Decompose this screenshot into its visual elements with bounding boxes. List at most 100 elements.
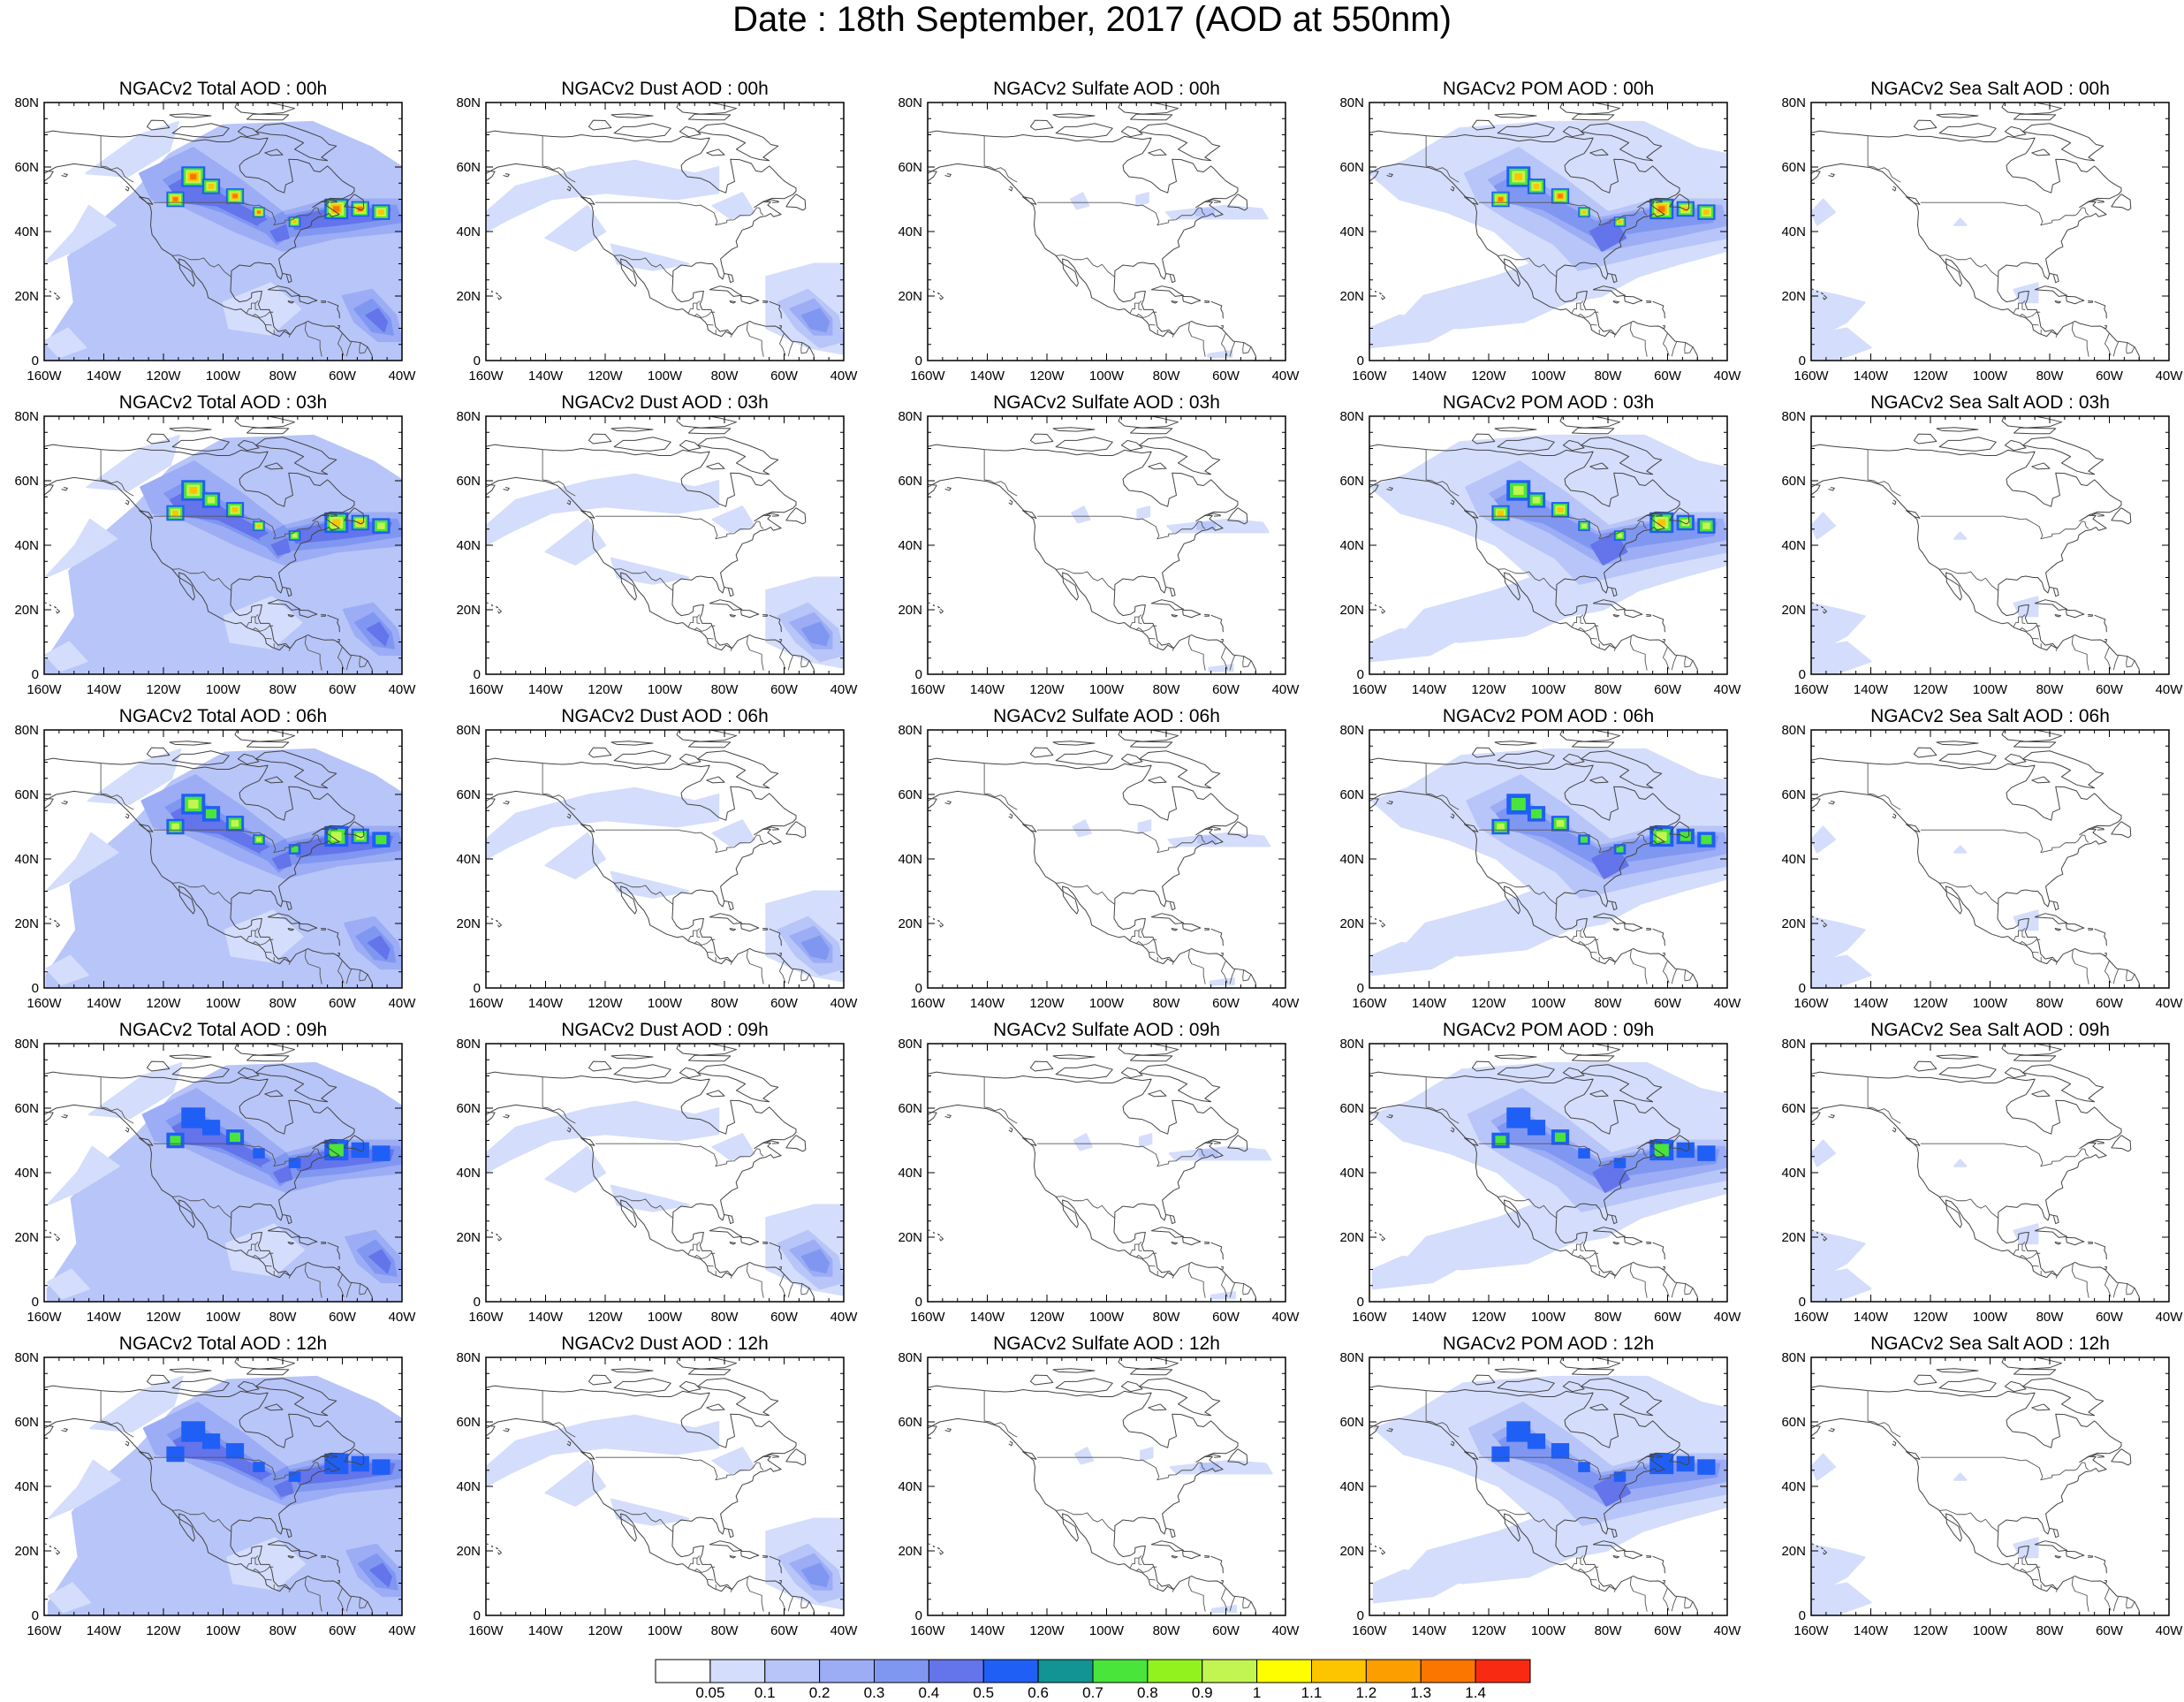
coastline — [1649, 513, 1663, 517]
coastline — [299, 1550, 318, 1560]
lon-tick-label: 40W — [1714, 1623, 1742, 1638]
coastline — [1571, 928, 1584, 942]
coastline — [1590, 1579, 1597, 1581]
aod-region — [800, 1562, 830, 1588]
aod-region — [226, 1537, 307, 1591]
panel-title: NGACv2 Sea Salt AOD : 00h — [1870, 79, 2110, 99]
lon-tick-label: 60W — [329, 369, 357, 384]
coastline — [323, 1140, 337, 1144]
lon-tick-label: 120W — [146, 682, 181, 697]
coastline — [345, 655, 353, 671]
coastline — [1649, 1140, 1663, 1144]
coastline — [939, 1235, 944, 1242]
coastline — [1207, 199, 1221, 203]
coastline — [1629, 1263, 1648, 1298]
coastline — [1120, 125, 1143, 138]
coastline — [125, 499, 130, 505]
lat-tick-label: 40N — [14, 852, 39, 867]
coastline — [337, 1273, 345, 1297]
lat-tick-label: 60N — [456, 1415, 481, 1430]
coastline — [1210, 928, 1224, 946]
coastline — [139, 824, 154, 832]
aod-hotspot — [1617, 533, 1623, 538]
aod-region — [45, 954, 89, 986]
coastline — [1684, 346, 1694, 354]
coastline — [171, 1196, 232, 1219]
coastline — [344, 1448, 365, 1466]
aod-region — [1070, 192, 1090, 210]
coastline — [337, 953, 340, 956]
coastline — [1823, 922, 1828, 928]
coastline — [125, 1127, 130, 1133]
coastline — [1577, 1254, 1586, 1259]
coastline — [2094, 300, 2107, 319]
aod-hotspot — [292, 220, 297, 224]
aod-field — [486, 730, 844, 988]
lat-tick-label: 60N — [456, 1101, 481, 1116]
coastline — [1624, 923, 1643, 932]
colorbar-label: 0.3 — [864, 1684, 885, 1701]
coastline — [1055, 1509, 1116, 1532]
coastline — [613, 1196, 674, 1219]
coastline — [2013, 113, 2057, 121]
coastline — [696, 1558, 701, 1566]
coastline — [1811, 797, 1821, 809]
colorbar-label: 0.1 — [755, 1684, 776, 1701]
colorbar-graphic: 0.05 0.1 0.2 0.3 0.4 0.5 0.6 0.7 0.8 0.9 1 1.1 1.2 1.… — [655, 1659, 1531, 1701]
coastline — [1055, 568, 1116, 591]
coastline — [1828, 801, 1835, 805]
coastline — [1613, 332, 1617, 338]
aod-field — [486, 1044, 844, 1302]
lat-tick-label: 20N — [898, 603, 922, 618]
coastline — [56, 294, 61, 300]
coastline — [944, 487, 952, 491]
coastline — [288, 332, 292, 338]
panel-title: NGACv2 POM AOD : 06h — [1442, 706, 1655, 726]
coastline — [288, 646, 292, 651]
colorbar-swatch — [1311, 1659, 1367, 1683]
aod-hotspot — [332, 519, 341, 527]
coastline — [800, 656, 803, 668]
coastline — [1464, 824, 1479, 832]
coastline — [1148, 148, 1167, 156]
coastline — [928, 170, 937, 182]
lon-tick-label: 140W — [528, 1623, 564, 1638]
aod-region — [368, 1249, 391, 1274]
lat-tick-label: 60N — [14, 160, 39, 175]
lat-tick-label: 40N — [456, 224, 481, 239]
coastline — [2055, 960, 2059, 965]
aod-hotspot — [324, 1453, 349, 1475]
coastline — [1022, 510, 1037, 519]
coastline — [2055, 646, 2059, 651]
coastline — [785, 194, 807, 211]
lon-tick-label: 80W — [2036, 369, 2065, 384]
coastline — [1580, 1244, 1584, 1252]
lon-tick-label: 120W — [588, 1623, 623, 1638]
coastline — [56, 922, 61, 928]
coastline — [246, 427, 290, 435]
coastline — [497, 1235, 503, 1242]
coastline — [1386, 173, 1393, 178]
coastline — [937, 919, 940, 923]
coastline — [61, 487, 68, 491]
lon-tick-label: 40W — [1714, 1310, 1742, 1325]
coastline — [610, 1368, 654, 1373]
coastline — [1820, 919, 1824, 923]
aod-region — [1811, 198, 1836, 226]
coastline — [246, 1242, 259, 1256]
coastline — [259, 625, 274, 632]
coastline — [724, 900, 734, 911]
coastline — [287, 927, 294, 931]
coastline — [255, 1378, 337, 1417]
coastline — [1662, 639, 1665, 642]
aod-hotspot — [187, 799, 199, 809]
lat-tick-label: 0 — [474, 667, 481, 682]
lon-tick-label: 160W — [1352, 369, 1387, 384]
lon-tick-label: 40W — [1714, 996, 1742, 1011]
coastline — [486, 1111, 496, 1123]
lat-tick-label: 20N — [898, 1544, 922, 1559]
